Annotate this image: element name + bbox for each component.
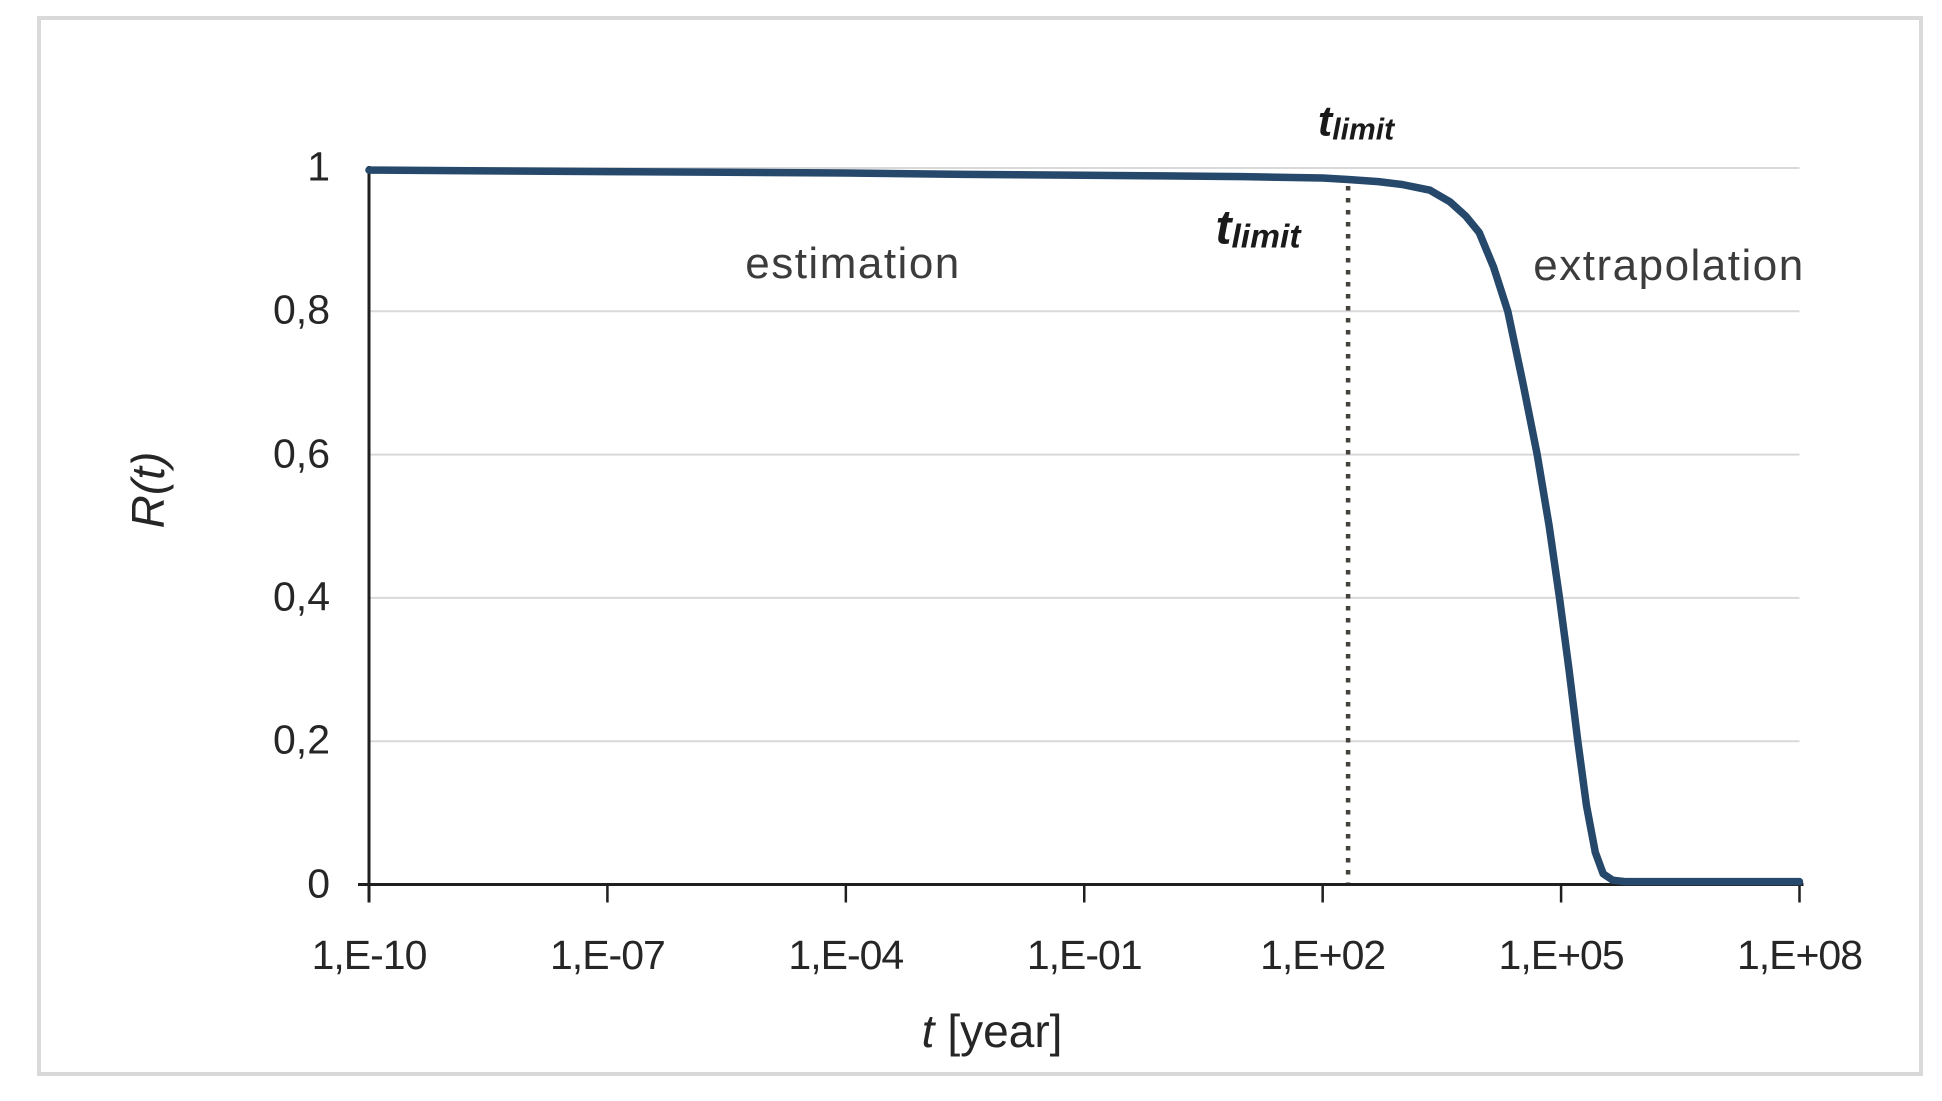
x-tick-label: 1,E-04 bbox=[788, 932, 904, 978]
x-axis-title-unit: [year] bbox=[947, 1005, 1063, 1057]
x-axis-title: t [year] bbox=[922, 1004, 1063, 1058]
t-limit-symbol: t bbox=[1317, 97, 1333, 146]
y-tick-label: 0,8 bbox=[273, 286, 330, 333]
t-limit-subscript: limit bbox=[1332, 113, 1395, 147]
y-tick-label: 0,2 bbox=[273, 716, 330, 763]
x-tick-label: 1,E-07 bbox=[550, 932, 666, 978]
x-tick-label: 1,E-10 bbox=[311, 932, 428, 978]
x-axis-title-symbol: t bbox=[921, 1005, 935, 1057]
annotation-estimation: estimation bbox=[745, 239, 961, 288]
t-limit-label-above-plot: tlimit bbox=[1318, 98, 1394, 147]
annotation-extrapolation: extrapolation bbox=[1533, 241, 1805, 290]
t-limit-label-inside-plot: tlimit bbox=[1215, 201, 1300, 256]
x-tick-label: 1,E+02 bbox=[1260, 932, 1386, 978]
reliability-curve bbox=[365, 166, 1804, 886]
x-tick-label: 1,E+05 bbox=[1498, 932, 1625, 978]
t-limit-subscript: limit bbox=[1231, 218, 1301, 256]
x-tick-label: 1,E-01 bbox=[1026, 932, 1143, 978]
y-tick-label: 1 bbox=[307, 143, 330, 190]
x-tick-label: 1,E+08 bbox=[1736, 932, 1863, 978]
y-axis-tick-labels: 1 0,8 0,6 0,4 0,2 0 bbox=[0, 0, 330, 1101]
t-limit-symbol: t bbox=[1215, 201, 1232, 255]
y-axis-title: R(t) bbox=[122, 451, 174, 529]
y-tick-label: 0,6 bbox=[273, 430, 330, 477]
y-tick-label: 0,4 bbox=[273, 573, 330, 620]
y-tick-label: 0 bbox=[307, 860, 330, 907]
figure-border bbox=[37, 16, 1923, 1076]
